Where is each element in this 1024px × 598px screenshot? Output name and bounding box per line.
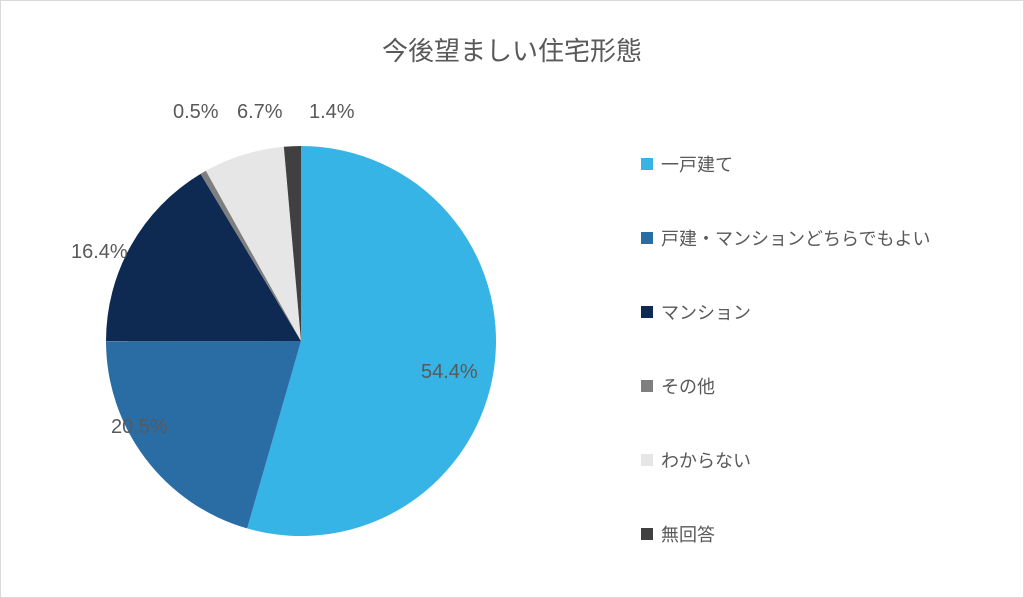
legend-swatch (641, 380, 653, 392)
legend-item: 一戸建て (641, 151, 930, 177)
legend-label: マンション (661, 299, 751, 325)
legend-label: 一戸建て (661, 151, 733, 177)
legend-swatch (641, 454, 653, 466)
chart-container: 今後望ましい住宅形態 54.4% 20.5% 16.4% 0.5% 6.7% 1.4% 一… (0, 0, 1024, 598)
data-label: 1.4% (309, 101, 355, 124)
legend-swatch (641, 306, 653, 318)
legend-item: その他 (641, 373, 930, 399)
legend-item: わからない (641, 447, 930, 473)
legend-swatch (641, 232, 653, 244)
chart-title: 今後望ましい住宅形態 (1, 31, 1023, 68)
data-label: 0.5% (173, 101, 219, 124)
legend-swatch (641, 158, 653, 170)
pie-chart: 54.4%20.5%16.4%0.5%6.7%1.4% (91, 111, 511, 531)
legend-label: 無回答 (661, 521, 715, 547)
data-label: 54.4% (421, 361, 478, 384)
legend-label: わからない (661, 447, 751, 473)
legend-label: 戸建・マンションどちらでもよい (661, 225, 930, 251)
data-label: 16.4% (71, 241, 128, 264)
legend-item: 無回答 (641, 521, 930, 547)
data-label: 20.5% (111, 416, 168, 439)
legend-item: マンション (641, 299, 930, 325)
legend-item: 戸建・マンションどちらでもよい (641, 225, 930, 251)
legend-swatch (641, 528, 653, 540)
legend: 一戸建て戸建・マンションどちらでもよいマンションその他わからない無回答 (641, 151, 930, 547)
legend-label: その他 (661, 373, 715, 399)
data-label: 6.7% (237, 101, 283, 124)
